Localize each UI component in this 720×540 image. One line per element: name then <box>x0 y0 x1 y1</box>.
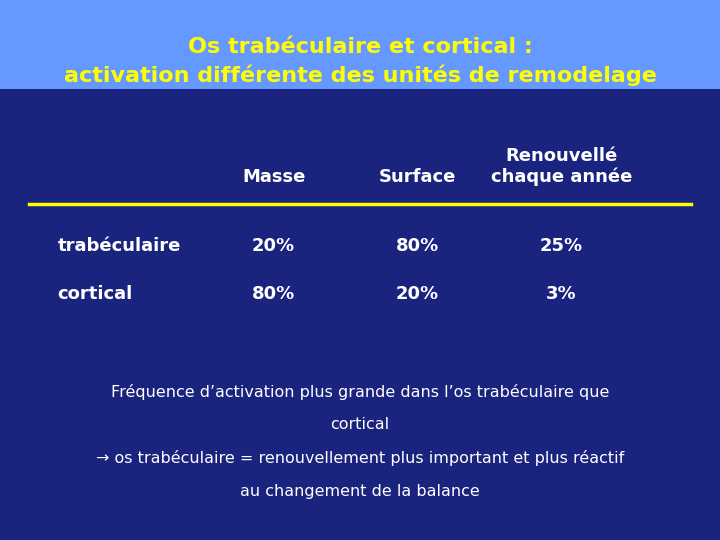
Text: Fréquence d’activation plus grande dans l’os trabéculaire que: Fréquence d’activation plus grande dans … <box>111 383 609 400</box>
Text: 20%: 20% <box>252 237 295 255</box>
FancyBboxPatch shape <box>0 0 720 89</box>
Text: 80%: 80% <box>252 285 295 303</box>
Text: chaque année: chaque année <box>491 168 632 186</box>
Text: activation différente des unités de remodelage: activation différente des unités de remo… <box>63 65 657 86</box>
Text: → os trabéculaire = renouvellement plus important et plus réactif: → os trabéculaire = renouvellement plus … <box>96 450 624 467</box>
Text: Masse: Masse <box>242 168 305 186</box>
Text: cortical: cortical <box>58 285 133 303</box>
Text: 20%: 20% <box>396 285 439 303</box>
Text: trabéculaire: trabéculaire <box>58 237 181 255</box>
Text: 25%: 25% <box>540 237 583 255</box>
Text: Os trabéculaire et cortical :: Os trabéculaire et cortical : <box>188 37 532 57</box>
Text: au changement de la balance: au changement de la balance <box>240 484 480 500</box>
Text: cortical: cortical <box>330 417 390 433</box>
Text: 80%: 80% <box>396 237 439 255</box>
Text: 3%: 3% <box>546 285 577 303</box>
Text: Renouvellé: Renouvellé <box>505 146 618 165</box>
Text: Surface: Surface <box>379 168 456 186</box>
